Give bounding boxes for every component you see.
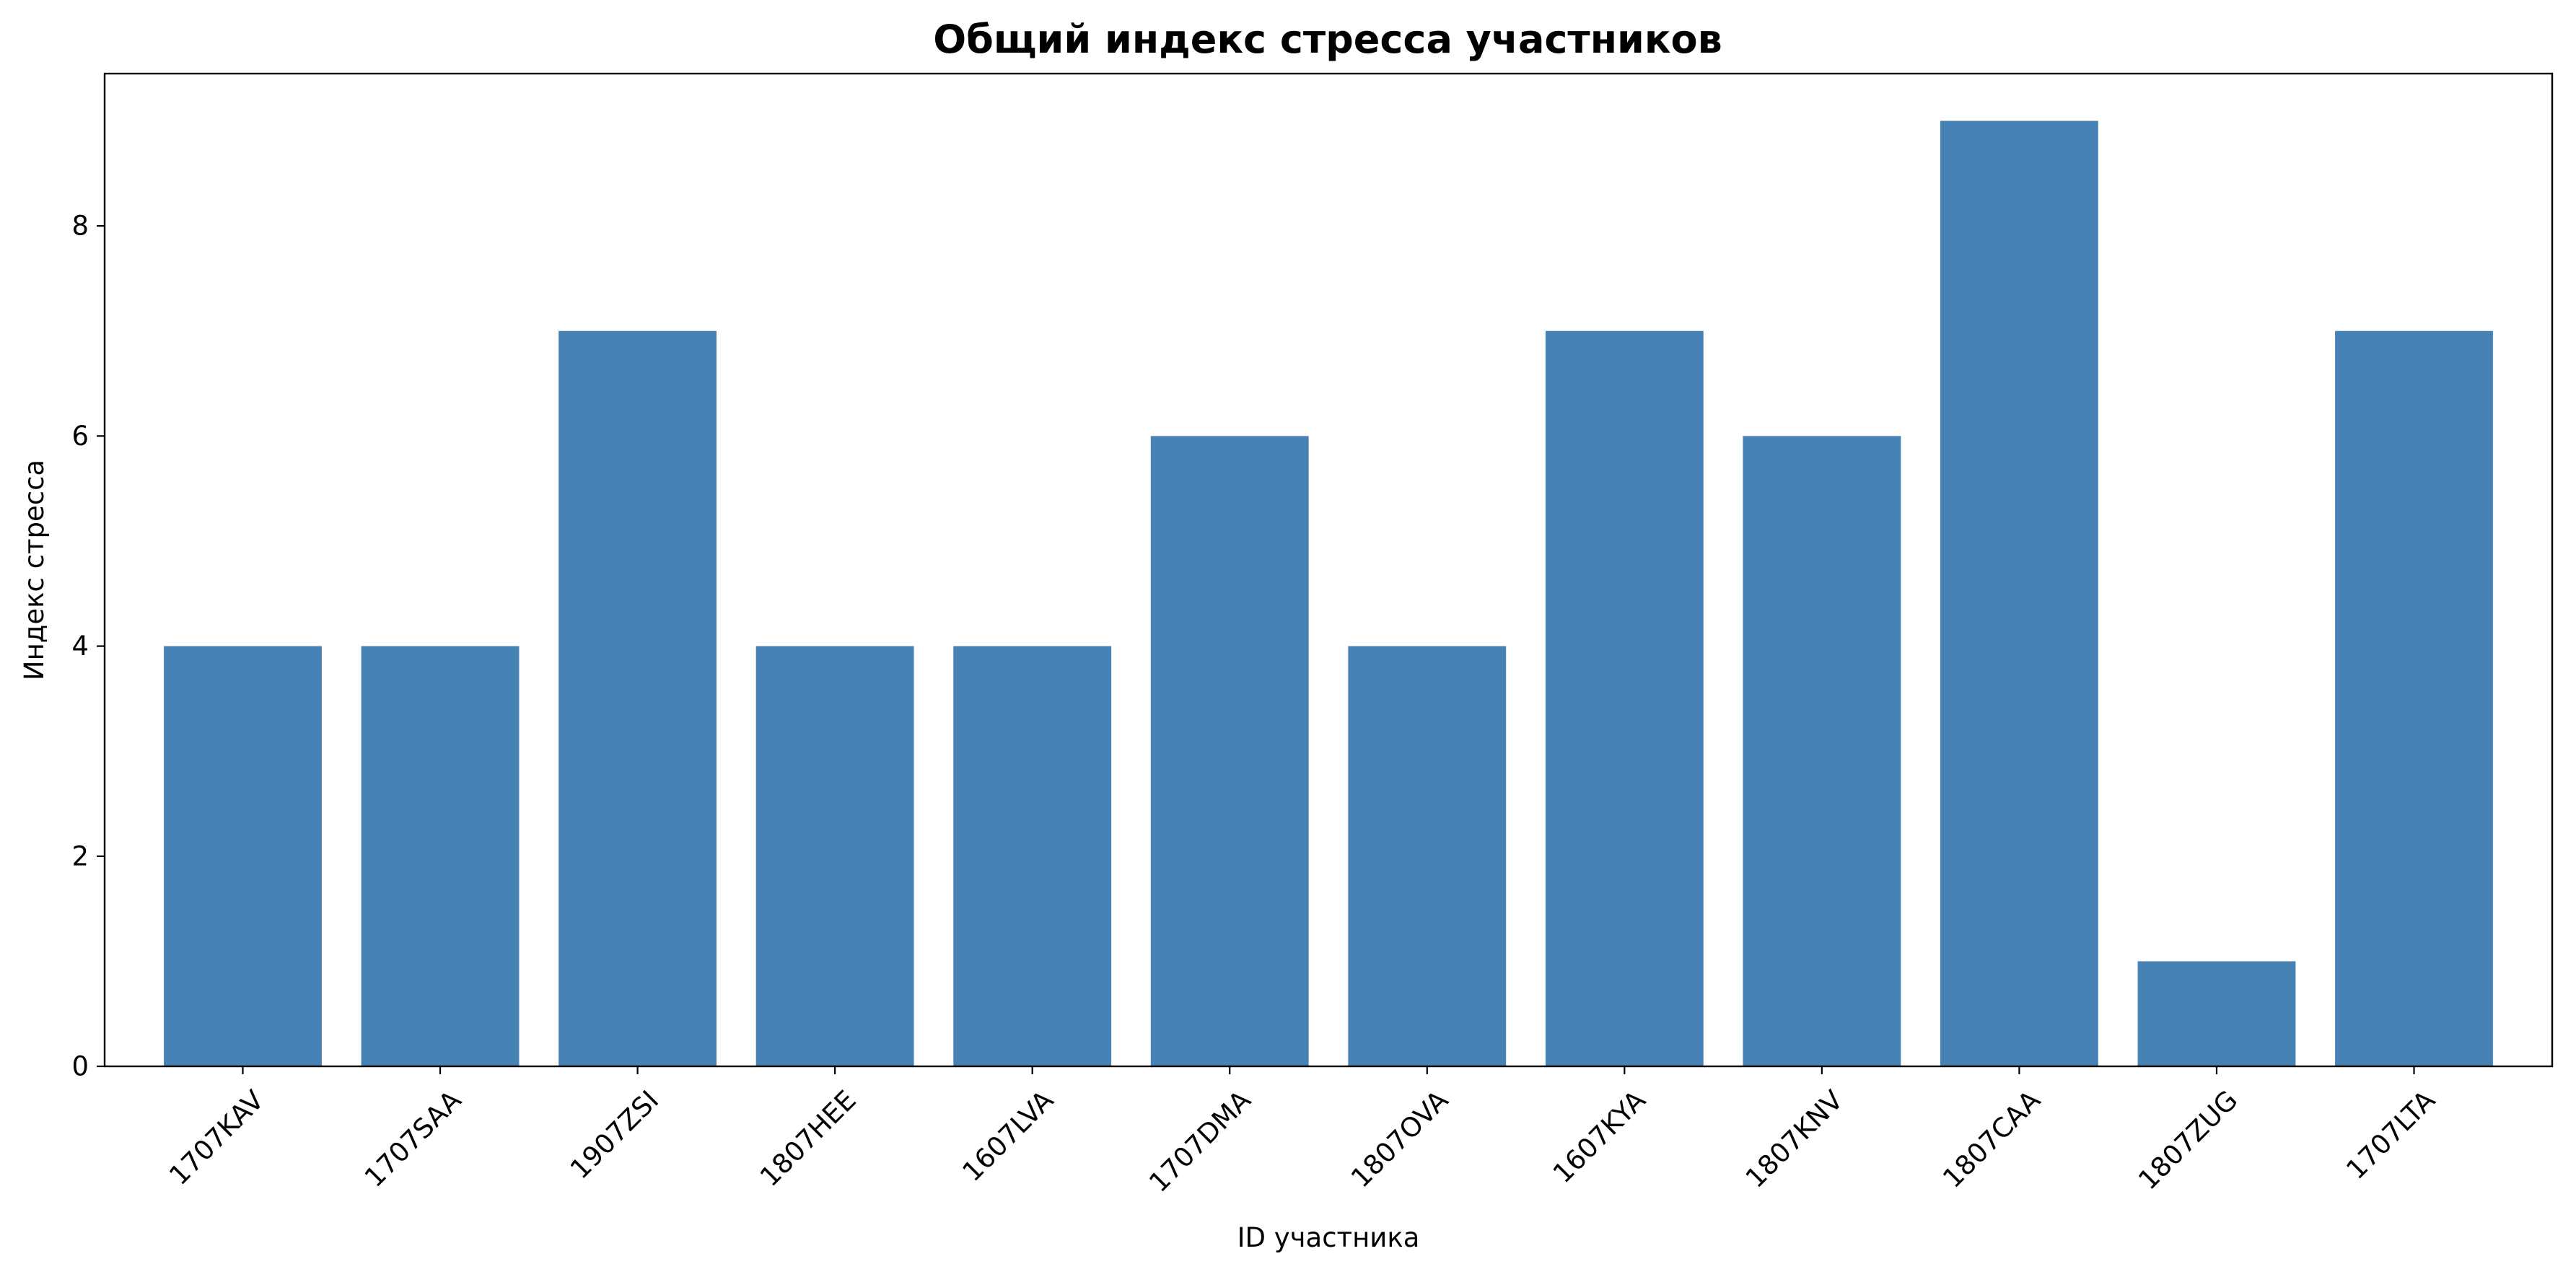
bar-1807ZUG [2137,961,2296,1066]
y-tick-label: 8 [71,211,89,242]
y-tick-label: 4 [71,631,89,662]
x-tick-label: 1607LVA [956,1084,1059,1188]
x-tick-label: 1807KNV [1740,1084,1849,1194]
bar-1607KYA [1545,330,1704,1067]
bar-1807OVA [1348,646,1507,1066]
bar-1907ZSI [558,330,717,1067]
x-axis-label: ID участника [1237,1222,1420,1253]
x-tick-label: 1807CAA [1937,1084,2046,1194]
x-tick-label: 1607KYA [1547,1084,1652,1189]
x-axis-ticks: 1707KAV 1707SAA 1907ZSI 1807HEE 1607LVA 1707D… [163,1066,2441,1198]
x-tick-label: 1707DMA [1143,1084,1257,1198]
y-tick-label: 2 [71,841,89,872]
y-tick-label: 0 [71,1051,89,1082]
y-tick-label: 6 [71,421,89,452]
x-tick-label: 1707LTA [2340,1084,2441,1185]
bar-1807KNV [1743,436,1901,1066]
x-tick-label: 1707KAV [163,1084,270,1191]
bars-group [164,120,2493,1067]
bar-1707DMA [1150,436,1309,1066]
chart-title: Общий индекс стресса участников [933,17,1722,62]
bar-1707KAV [164,646,322,1066]
y-axis-label: Индекс стресса [19,460,50,680]
x-tick-label: 1807HEE [754,1084,862,1193]
bar-1707LTA [2335,330,2493,1067]
x-tick-label: 1807ZUG [2132,1084,2243,1195]
y-axis-ticks: 0 2 4 6 8 [71,211,105,1082]
x-tick-label: 1907ZSI [564,1084,665,1185]
x-tick-label: 1807OVA [1345,1084,1454,1193]
bar-1607LVA [953,646,1112,1066]
x-tick-label: 1707SAA [359,1084,468,1193]
plot-frame [103,72,2554,1068]
bar-1707SAA [361,646,520,1066]
bar-1807CAA [1940,120,2098,1066]
bar-1807HEE [755,646,914,1066]
